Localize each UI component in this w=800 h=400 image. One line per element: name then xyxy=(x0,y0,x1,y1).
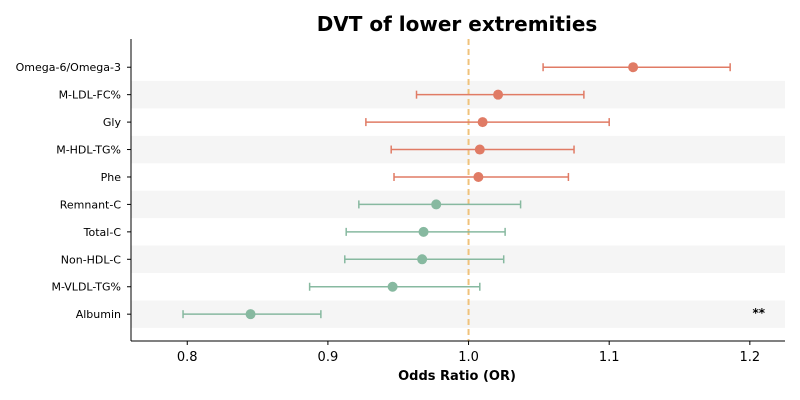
y-tick-label: Total-C xyxy=(83,226,122,239)
point-estimate xyxy=(418,226,429,237)
y-tick-label: Albumin xyxy=(76,308,121,321)
x-tick-label: 0.8 xyxy=(177,350,198,365)
forest-row: M-HDL-TG% xyxy=(56,144,575,157)
x-tick-label: 0.9 xyxy=(318,350,339,365)
forest-row: Remnant-C xyxy=(60,198,522,211)
x-axis-label: Odds Ratio (OR) xyxy=(398,369,516,384)
point-estimate xyxy=(387,281,398,292)
y-tick-label: Phe xyxy=(101,171,122,184)
point-estimate xyxy=(245,309,256,320)
point-estimate xyxy=(431,199,442,210)
x-tick-label: 1.2 xyxy=(739,350,760,365)
forest-row: Albumin ** xyxy=(76,306,766,321)
x-tick-label: 1.1 xyxy=(599,350,620,365)
y-tick-label: Omega-6/Omega-3 xyxy=(16,61,121,74)
forest-row: Phe xyxy=(101,171,570,184)
chart-title: DVT of lower extremities xyxy=(317,12,598,36)
y-tick-label: M-LDL-FC% xyxy=(59,89,121,102)
forest-row: Total-C xyxy=(83,226,506,239)
point-estimate xyxy=(473,171,484,182)
forest-row: Non-HDL-C xyxy=(61,253,505,266)
y-tick-label: Non-HDL-C xyxy=(61,253,122,266)
forest-row: M-LDL-FC% xyxy=(59,89,585,102)
data-rows: Omega-6/Omega-3 M-LDL-FC% Gly M-HDL-TG% Phe R… xyxy=(16,61,766,321)
forest-row: Omega-6/Omega-3 xyxy=(16,61,731,74)
point-estimate xyxy=(417,254,428,265)
point-estimate xyxy=(474,144,485,155)
forest-row: Gly xyxy=(103,116,610,129)
significance-annotation: ** xyxy=(752,306,765,320)
point-estimate xyxy=(628,62,639,73)
point-estimate xyxy=(477,117,488,128)
y-tick-label: Remnant-C xyxy=(60,198,122,211)
axes: 0.8 0.9 1.0 1.1 1.2 xyxy=(127,39,785,365)
point-estimate xyxy=(493,89,504,100)
y-tick-label: M-HDL-TG% xyxy=(56,144,121,157)
y-tick-label: Gly xyxy=(103,116,122,129)
forest-row: M-VLDL-TG% xyxy=(51,281,481,294)
y-tick-label: M-VLDL-TG% xyxy=(51,281,121,294)
x-tick-label: 1.0 xyxy=(458,350,479,365)
